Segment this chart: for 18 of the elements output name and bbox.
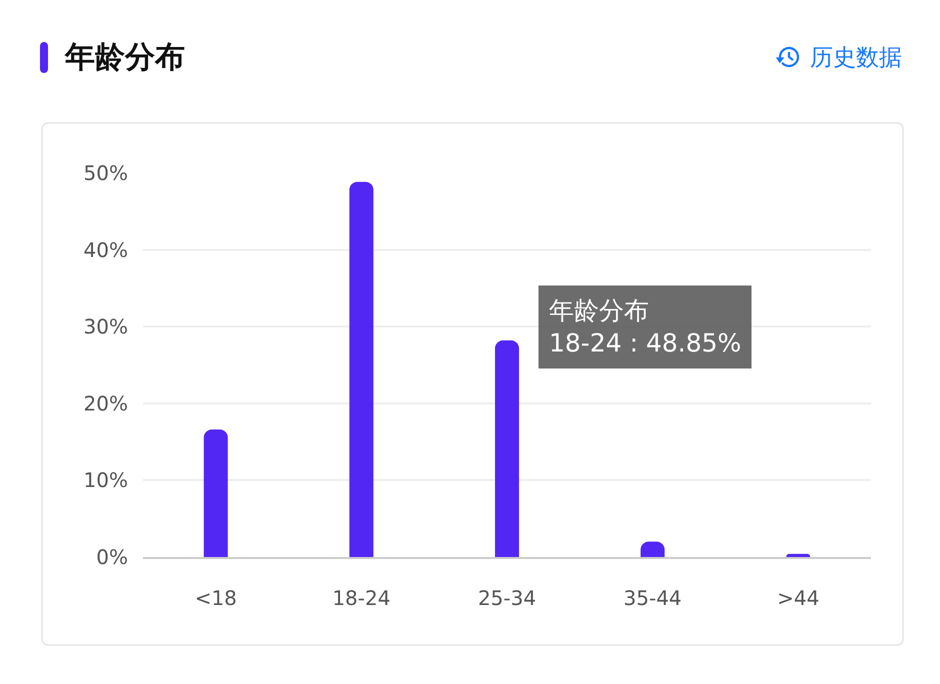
- x-tick-label: 25-34: [478, 586, 536, 610]
- y-tick-label: 20%: [84, 391, 128, 416]
- bar: [204, 430, 228, 557]
- chart-title: 年龄分布: [64, 40, 185, 75]
- y-tick-label: 40%: [84, 238, 128, 262]
- y-tick-label: 0%: [96, 545, 128, 569]
- x-tick-label: 18-24: [332, 586, 390, 610]
- text: 历史数据: [810, 45, 902, 71]
- x-tick-label: >44: [777, 586, 820, 610]
- bar: [349, 182, 374, 557]
- y-tick-label: 30%: [84, 314, 128, 339]
- y-tick-label: 50%: [84, 161, 128, 185]
- y-tick-label: 10%: [84, 468, 128, 492]
- annotation: 年龄分布 18-24 : 48.85%: [549, 296, 742, 358]
- bar: [786, 554, 810, 557]
- bar: [494, 340, 520, 557]
- x-tick-label: 35-44: [624, 586, 682, 610]
- x-tick-label: <18: [194, 586, 237, 610]
